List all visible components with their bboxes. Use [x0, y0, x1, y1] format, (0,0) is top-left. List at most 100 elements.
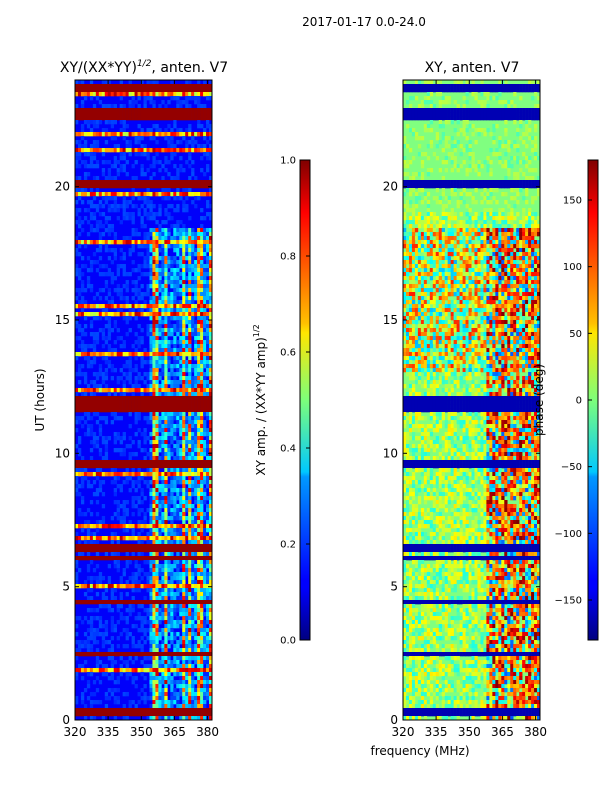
amplitude-cell [167, 360, 170, 364]
amplitude-cell [126, 544, 129, 548]
amplitude-cell [152, 376, 155, 380]
amplitude-cell [179, 692, 182, 696]
amplitude-cell [144, 232, 147, 236]
amplitude-cell [200, 388, 203, 392]
amplitude-cell [132, 460, 135, 464]
amplitude-cell [78, 368, 81, 372]
amplitude-cell [81, 712, 84, 716]
amplitude-cell [135, 548, 138, 552]
amplitude-cell [129, 236, 132, 240]
amplitude-cell [197, 132, 200, 136]
amplitude-cell [164, 696, 167, 700]
amplitude-cell [194, 304, 197, 308]
amplitude-cell [111, 620, 114, 624]
amplitude-cell [185, 288, 188, 292]
amplitude-cell [167, 212, 170, 216]
amplitude-cell [78, 464, 81, 468]
amplitude-cell [111, 124, 114, 128]
amplitude-cell [197, 552, 200, 556]
amplitude-cell [155, 300, 158, 304]
amplitude-cell [191, 392, 194, 396]
amplitude-cell [200, 324, 203, 328]
amplitude-cell [117, 308, 120, 312]
amplitude-cell [185, 196, 188, 200]
amplitude-cell [170, 132, 173, 136]
amplitude-cell [191, 312, 194, 316]
amplitude-cell [182, 524, 185, 528]
amplitude-cell [176, 572, 179, 576]
amplitude-cell [120, 516, 123, 520]
amplitude-cell [161, 272, 164, 276]
amplitude-cell [111, 132, 114, 136]
amplitude-cell [173, 624, 176, 628]
amplitude-cell [182, 660, 185, 664]
amplitude-cell [188, 368, 191, 372]
amplitude-cell [155, 540, 158, 544]
amplitude-cell [84, 544, 87, 548]
amplitude-cell [182, 664, 185, 668]
amplitude-cell [146, 232, 149, 236]
amplitude-cell [84, 240, 87, 244]
amplitude-cell [206, 236, 209, 240]
amplitude-cell [87, 268, 90, 272]
amplitude-cell [188, 484, 191, 488]
amplitude-cell [96, 120, 99, 124]
amplitude-colorbar-tick-label: 0.8 [280, 252, 296, 263]
amplitude-cell [78, 288, 81, 292]
amplitude-cell [197, 264, 200, 268]
amplitude-cell [117, 208, 120, 212]
amplitude-cell [194, 516, 197, 520]
amplitude-cell [173, 164, 176, 168]
amplitude-cell [185, 456, 188, 460]
amplitude-cell [155, 288, 158, 292]
amplitude-cell [173, 644, 176, 648]
amplitude-cell [78, 640, 81, 644]
amplitude-cell [132, 288, 135, 292]
amplitude-cell [167, 116, 170, 120]
amplitude-cell [90, 264, 93, 268]
amplitude-cell [117, 476, 120, 480]
amplitude-cell [149, 336, 152, 340]
amplitude-cell [105, 272, 108, 276]
amplitude-cell [176, 264, 179, 268]
amplitude-cell [102, 264, 105, 268]
amplitude-cell [197, 532, 200, 536]
amplitude-cell [96, 84, 99, 88]
amplitude-cell [188, 352, 191, 356]
amplitude-cell [138, 468, 141, 472]
amplitude-cell [126, 676, 129, 680]
amplitude-cell [149, 364, 152, 368]
amplitude-cell [155, 576, 158, 580]
amplitude-cell [158, 312, 161, 316]
amplitude-cell [194, 292, 197, 296]
amplitude-cell [84, 688, 87, 692]
amplitude-cell [135, 108, 138, 112]
amplitude-cell [203, 360, 206, 364]
amplitude-cell [93, 536, 96, 540]
amplitude-cell [203, 104, 206, 108]
amplitude-cell [194, 588, 197, 592]
amplitude-cell [176, 388, 179, 392]
amplitude-cell [138, 116, 141, 120]
amplitude-cell [105, 336, 108, 340]
amplitude-cell [152, 332, 155, 336]
amplitude-cell [161, 472, 164, 476]
amplitude-cell [144, 88, 147, 92]
amplitude-cell [155, 644, 158, 648]
amplitude-cell [141, 292, 144, 296]
amplitude-cell [87, 524, 90, 528]
amplitude-cell [155, 620, 158, 624]
amplitude-cell [111, 328, 114, 332]
amplitude-cell [132, 644, 135, 648]
amplitude-cell [206, 352, 209, 356]
amplitude-cell [173, 120, 176, 124]
amplitude-cell [146, 540, 149, 544]
amplitude-cell [96, 524, 99, 528]
amplitude-cell [188, 388, 191, 392]
amplitude-cell [188, 256, 191, 260]
amplitude-cell [149, 644, 152, 648]
amplitude-cell [144, 272, 147, 276]
amplitude-cell [108, 316, 111, 320]
amplitude-cell [200, 592, 203, 596]
amplitude-cell [96, 440, 99, 444]
